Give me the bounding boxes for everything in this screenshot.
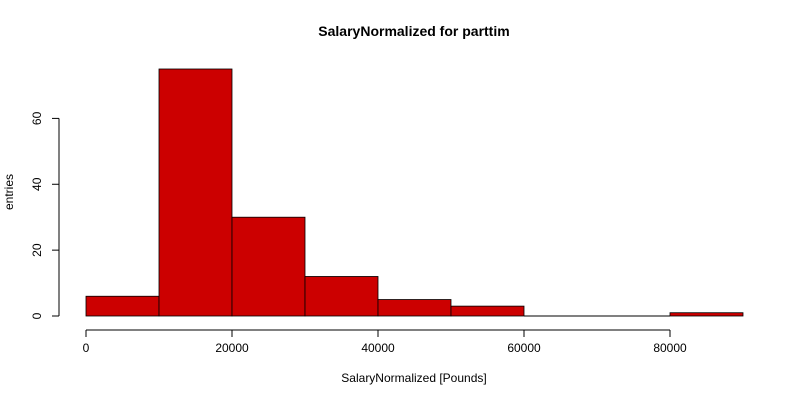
y-tick-label: 20 <box>30 243 44 257</box>
x-axis: 0 20000 40000 60000 80000 <box>83 329 687 355</box>
histogram-bar <box>304 276 379 317</box>
x-tick-label: 20000 <box>215 341 249 355</box>
y-axis-label: entries <box>2 174 16 210</box>
histogram-bar <box>158 68 233 317</box>
y-tick-label: 60 <box>30 111 44 125</box>
chart-title: SalaryNormalized for parttim <box>318 23 509 39</box>
x-axis-label: SalaryNormalized [Pounds] <box>341 371 486 385</box>
histogram-bar <box>377 299 452 317</box>
histogram-bar <box>85 295 160 317</box>
bars-group <box>85 68 744 317</box>
histogram-bar <box>669 312 744 317</box>
x-tick-label: 60000 <box>507 341 541 355</box>
y-axis: 0 20 40 60 <box>30 111 60 319</box>
x-tick-label: 40000 <box>361 341 395 355</box>
x-tick-label: 80000 <box>653 341 687 355</box>
histogram-bar <box>450 305 525 317</box>
histogram-bar <box>231 216 306 317</box>
y-tick-label: 40 <box>30 177 44 191</box>
x-tick-label: 0 <box>83 341 90 355</box>
y-tick-label: 0 <box>30 312 44 319</box>
